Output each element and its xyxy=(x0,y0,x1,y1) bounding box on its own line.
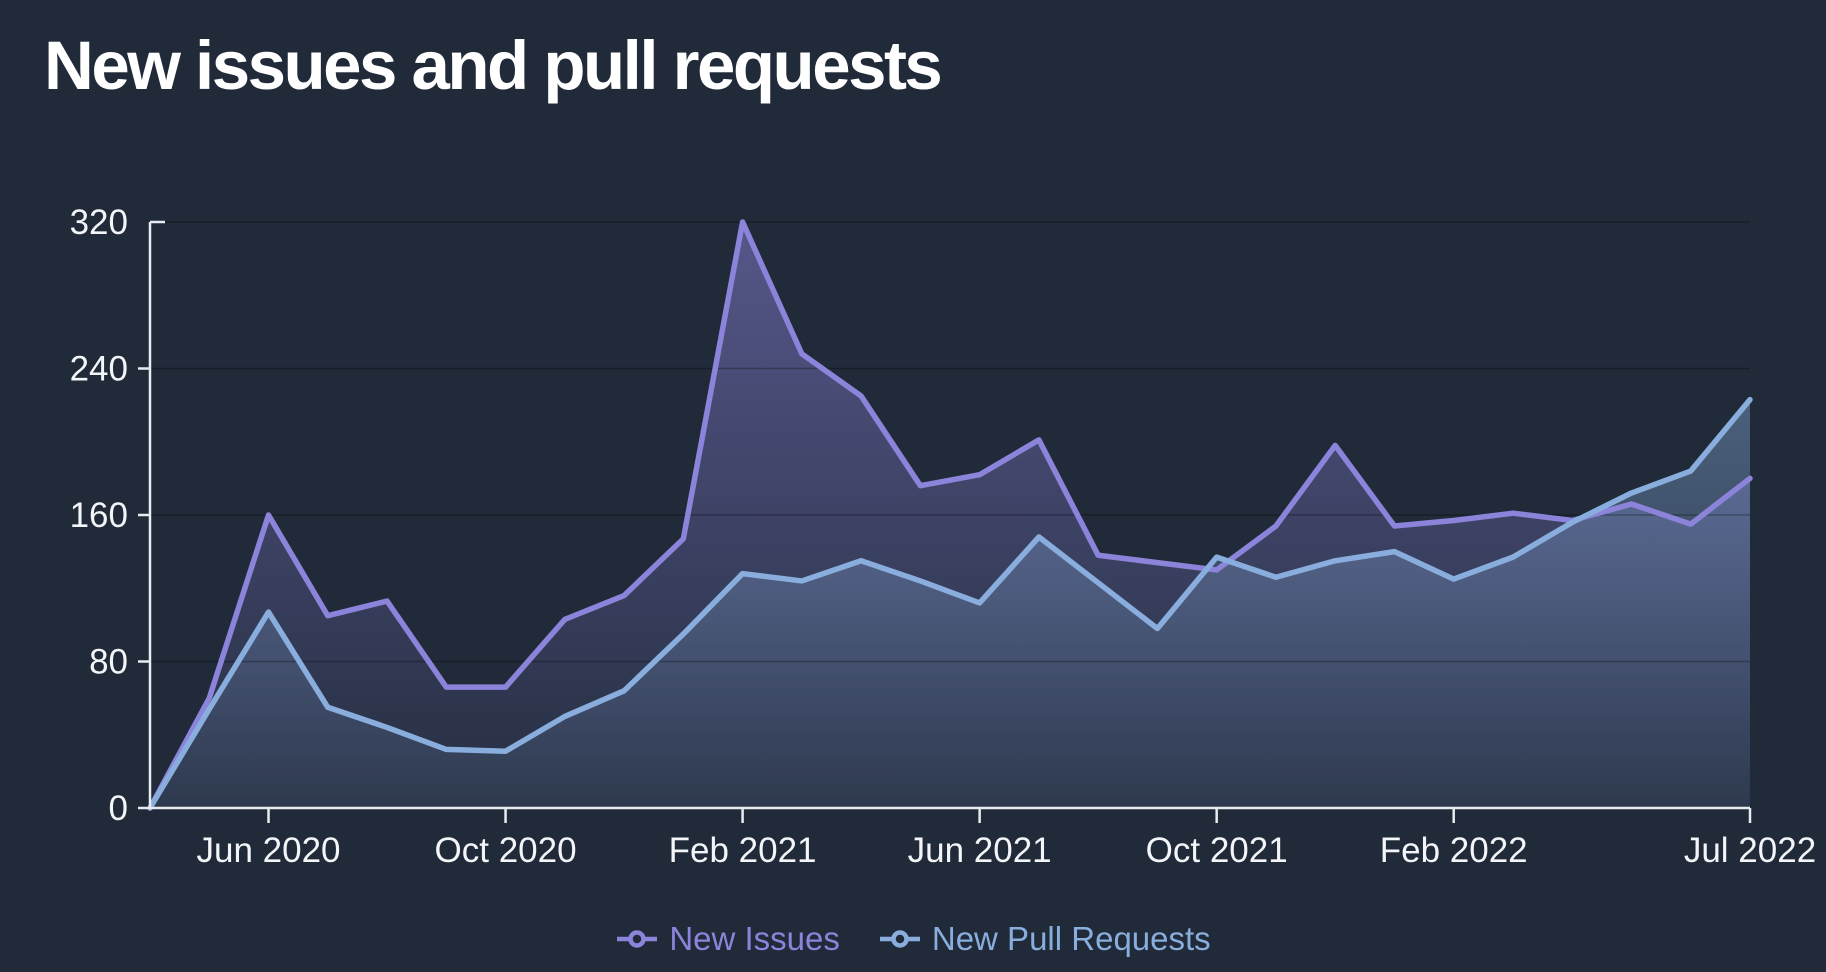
x-tick-label-jun-2021: Jun 2021 xyxy=(908,831,1052,870)
y-tick-label-320: 320 xyxy=(70,203,128,242)
chart-legend: New Issues New Pull Requests xyxy=(0,920,1826,958)
x-tick-label-jul-2022: Jul 2022 xyxy=(1684,831,1816,870)
legend-label-new-issues: New Issues xyxy=(669,920,840,957)
y-tick-label-0: 0 xyxy=(109,789,128,828)
x-tick-label-oct-2021: Oct 2021 xyxy=(1146,831,1288,870)
line-marker-icon xyxy=(879,930,920,948)
x-tick-label-feb-2022: Feb 2022 xyxy=(1380,831,1528,870)
chart-title: New issues and pull requests xyxy=(44,27,943,104)
legend-label-new-pull-requests: New Pull Requests xyxy=(931,920,1211,957)
x-tick-label-oct-2020: Oct 2020 xyxy=(435,831,577,870)
y-tick-label-240: 240 xyxy=(70,350,128,389)
y-tick-label-160: 160 xyxy=(70,496,128,535)
x-tick-label-feb-2021: Feb 2021 xyxy=(669,831,817,870)
series-line-new-pull-requests xyxy=(147,396,1753,811)
y-tick-label-80: 80 xyxy=(89,643,128,682)
x-tick-label-jun-2020: Jun 2020 xyxy=(197,831,341,870)
legend-item-new-issues[interactable]: New Issues xyxy=(615,920,840,958)
series-line-new-issues xyxy=(147,219,1753,811)
area-fill-new-pull-requests xyxy=(150,399,1750,808)
legend-item-new-pull-requests[interactable]: New Pull Requests xyxy=(878,920,1211,958)
line-marker-icon xyxy=(617,930,658,948)
